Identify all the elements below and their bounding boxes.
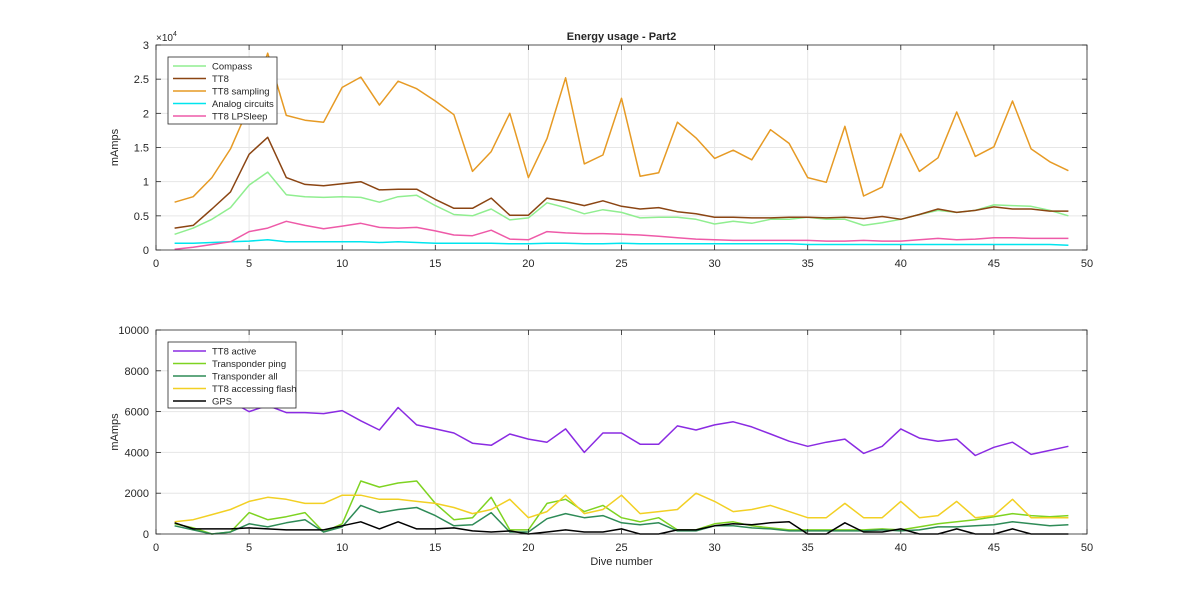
x-tick-label: 35 — [802, 258, 814, 270]
series-lines — [174, 396, 1069, 535]
x-tick-label: 25 — [615, 542, 627, 554]
x-tick-label: 10 — [336, 258, 348, 270]
y-tick-label: 2.5 — [134, 74, 149, 86]
y-axis: 0 0.5 1 1.5 2 2.5 3 — [134, 40, 1087, 257]
x-tick-label: 40 — [895, 542, 907, 554]
series-lines — [174, 52, 1069, 251]
x-axis: 0 5 10 15 20 25 30 35 40 45 50 — [153, 45, 1093, 270]
x-tick-label: 35 — [802, 542, 814, 554]
legend-label: GPS — [212, 397, 232, 408]
x-tick-label: 30 — [708, 542, 720, 554]
x-tick-label: 0 — [153, 542, 159, 554]
y-tick-label: 4000 — [125, 447, 149, 459]
top-plot-energy-usage: 0 5 10 15 20 25 30 35 40 45 50 0 0.5 1 1.5 2 2.5 3 ×10 4 Ene… — [109, 31, 1093, 270]
y-tick-label: 1 — [143, 177, 149, 189]
series-line-tt8-sampling — [174, 52, 1069, 203]
x-tick-label: 40 — [895, 258, 907, 270]
series-line-analog-circuits — [174, 239, 1069, 246]
y-tick-label: 2000 — [125, 488, 149, 500]
legend-label: Transponder all — [212, 372, 278, 383]
bottom-plot-energy-usage: 0 5 10 15 20 25 30 35 40 45 50 0 2000 4000 6000 8000 100… — [109, 325, 1093, 568]
y-tick-label: 6000 — [125, 407, 149, 419]
x-tick-label: 5 — [246, 542, 252, 554]
legend-label: Compass — [212, 62, 252, 73]
gridlines — [156, 330, 1087, 534]
x-tick-label: 50 — [1081, 258, 1093, 270]
series-line-tt8-active — [174, 396, 1069, 457]
y-tick-label: 8000 — [125, 366, 149, 378]
x-tick-label: 20 — [522, 258, 534, 270]
legend-label: TT8 accessing flash — [212, 384, 296, 395]
x-tick-label: 20 — [522, 542, 534, 554]
y-tick-label: 0 — [143, 245, 149, 257]
series-line-transponder-all — [174, 504, 1069, 535]
gridlines — [156, 45, 1087, 250]
y-exponent-power: 4 — [173, 31, 177, 38]
y-tick-label: 1.5 — [134, 143, 149, 155]
y-exponent-label: ×10 — [156, 33, 173, 44]
x-axis: 0 5 10 15 20 25 30 35 40 45 50 — [153, 330, 1093, 554]
legend-label: TT8 sampling — [212, 87, 270, 98]
y-tick-label: 0.5 — [134, 211, 149, 223]
x-tick-label: 45 — [988, 542, 1000, 554]
y-tick-label: 3 — [143, 40, 149, 52]
x-axis-label: Dive number — [590, 556, 653, 568]
x-tick-label: 30 — [708, 258, 720, 270]
series-line-tt8-lpsleep — [174, 220, 1069, 251]
legend-label: TT8 active — [212, 347, 256, 358]
chart-title: Energy usage - Part2 — [567, 31, 676, 43]
y-axis-label: mAmps — [109, 413, 121, 451]
legend-label: TT8 — [212, 74, 229, 85]
x-tick-label: 0 — [153, 258, 159, 270]
y-tick-label: 10000 — [118, 325, 149, 337]
y-tick-label: 0 — [143, 529, 149, 541]
legend-label: Analog circuits — [212, 99, 274, 110]
legend-label: TT8 LPSleep — [212, 112, 267, 123]
legend-box — [167, 341, 297, 409]
legend-label: Transponder ping — [212, 359, 286, 370]
x-tick-label: 50 — [1081, 542, 1093, 554]
x-tick-label: 45 — [988, 258, 1000, 270]
x-tick-label: 25 — [615, 258, 627, 270]
x-tick-label: 15 — [429, 258, 441, 270]
y-axis: 0 2000 4000 6000 8000 10000 — [118, 325, 1087, 541]
y-tick-label: 2 — [143, 108, 149, 120]
y-axis-label: mAmps — [109, 128, 121, 166]
x-tick-label: 5 — [246, 258, 252, 270]
series-line-tt8-accessing-flash — [174, 492, 1069, 523]
series-line-tt8 — [174, 136, 1069, 229]
x-tick-label: 10 — [336, 542, 348, 554]
x-tick-label: 15 — [429, 542, 441, 554]
